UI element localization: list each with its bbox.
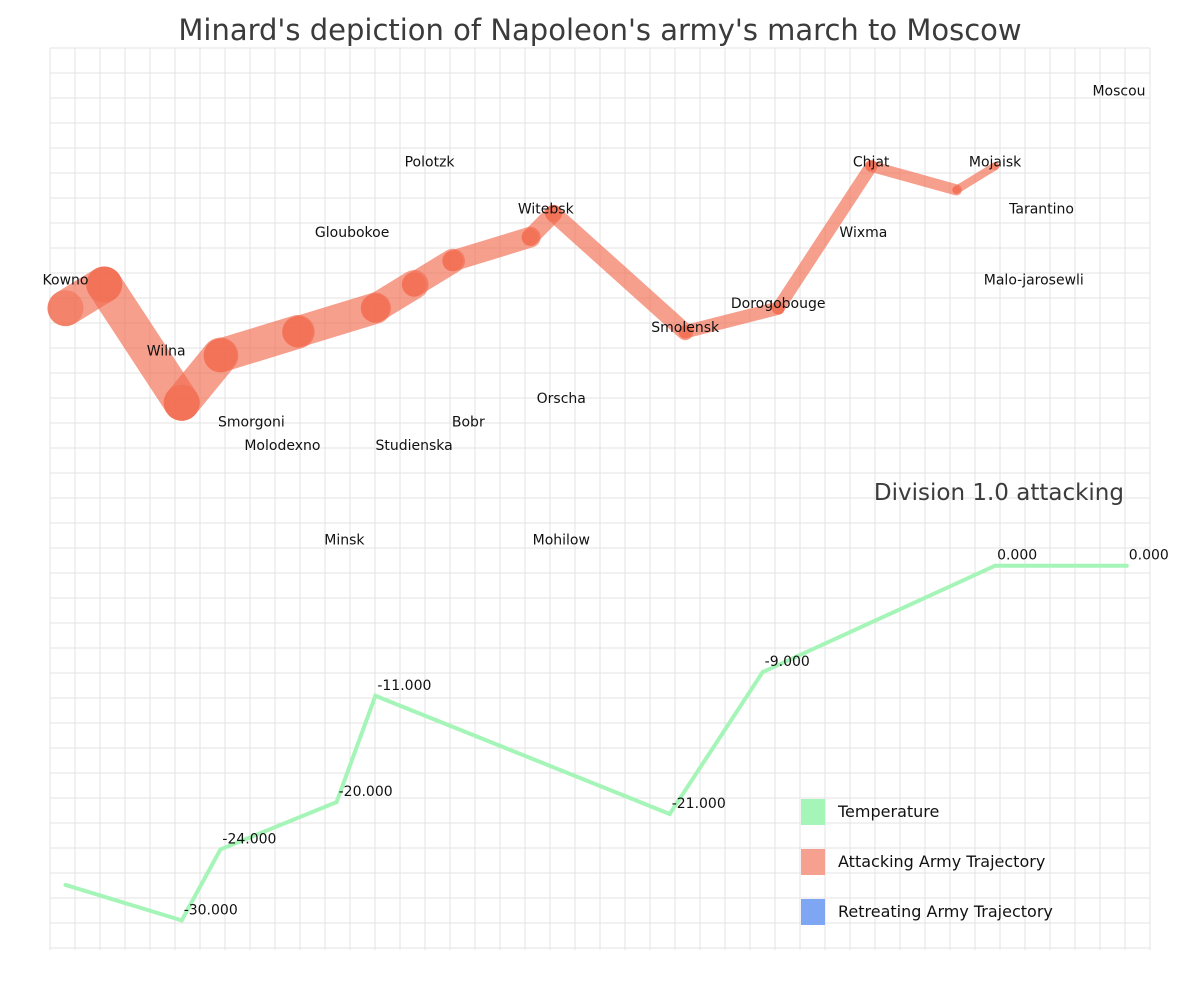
temperature-point	[63, 882, 68, 887]
attacking-path-point	[47, 290, 84, 327]
attacking-path-point	[442, 250, 464, 272]
city-label: Bobr	[452, 414, 485, 430]
city-label: Polotzk	[405, 154, 456, 170]
temperature-point	[373, 693, 378, 698]
attacking-path-point	[771, 301, 785, 315]
temperature-data-label: 0.000	[1129, 548, 1169, 564]
attacking-path-segment	[678, 301, 785, 339]
city-label: Orscha	[537, 391, 586, 407]
temperature-line	[63, 563, 1129, 923]
city-label: Chjat	[853, 154, 890, 170]
legend-swatch-retreating	[801, 899, 825, 925]
temperature-point	[218, 847, 223, 852]
attacking-path-point	[521, 228, 539, 246]
chart-subtitle: Division 1.0 attacking	[874, 480, 1124, 506]
attacking-path-segment	[865, 160, 962, 196]
attacking-path-segment	[952, 162, 1000, 194]
temperature-data-label: -20.000	[339, 784, 393, 800]
city-label: Wilna	[147, 343, 186, 359]
temperature-point	[760, 670, 765, 675]
chart-title: Minard's depiction of Napoleon's army's …	[178, 13, 1021, 47]
city-labels: Kowno Wilna Smorgoni Molodexno Gloubokoe Mins…	[43, 83, 1146, 548]
legend: Temperature Attacking Army Trajectory Re…	[801, 799, 1053, 925]
temperature-point	[1124, 563, 1129, 568]
temperature-data-label: -11.000	[377, 678, 431, 694]
city-label: Minsk	[324, 533, 365, 549]
attacking-path-point	[86, 266, 123, 303]
legend-swatch-attacking	[801, 849, 825, 875]
city-label: Tarantino	[1008, 202, 1074, 218]
attacking-path-segment	[545, 205, 694, 341]
attacking-path-segment	[771, 159, 878, 315]
temperature-labels: -30.000 -24.000 -20.000 -11.000 -21.000 -9.00…	[184, 548, 1169, 919]
legend-label-attacking: Attacking Army Trajectory	[838, 852, 1045, 871]
city-label: Smorgoni	[218, 414, 285, 430]
city-label: Wixma	[839, 225, 887, 241]
legend-label-temperature: Temperature	[837, 802, 939, 821]
city-label: Studienska	[375, 438, 452, 454]
attacking-path-point	[865, 160, 877, 172]
temperature-data-label: -21.000	[672, 796, 726, 812]
legend-label-retreating: Retreating Army Trajectory	[838, 902, 1053, 921]
attacking-army-path	[47, 159, 1000, 421]
temperature-data-label: -9.000	[765, 654, 810, 670]
attacking-path-point	[163, 384, 200, 421]
city-label: Gloubokoe	[315, 225, 389, 241]
temperature-data-label: 0.000	[997, 548, 1037, 564]
city-label: Mohilow	[533, 533, 590, 549]
temperature-point	[179, 918, 184, 923]
attacking-path-segment	[86, 266, 200, 421]
city-label: Malo-jarosewli	[984, 273, 1084, 289]
temperature-point	[667, 811, 672, 816]
attacking-path-point	[991, 162, 1000, 171]
attacking-path-point	[282, 316, 314, 348]
attacking-path-point	[401, 272, 427, 297]
attacking-path-point	[545, 205, 562, 222]
attacking-path-point	[203, 338, 238, 373]
city-label: Mojaisk	[969, 154, 1022, 170]
city-label: Dorogobouge	[731, 296, 826, 312]
temperature-data-label: -24.000	[222, 831, 276, 847]
temperature-point	[993, 563, 998, 568]
attacking-path-point	[360, 293, 390, 323]
city-label: Kowno	[43, 273, 89, 289]
attacking-path-point	[678, 325, 692, 339]
grid-lines	[49, 47, 1151, 950]
city-label: Smolensk	[651, 320, 720, 336]
temperature-point	[334, 800, 339, 805]
attacking-path-segment	[442, 226, 541, 272]
temperature-data-label: -30.000	[184, 902, 238, 918]
legend-swatch-temperature	[801, 799, 825, 825]
attacking-path-point	[952, 185, 961, 194]
city-label: Witebsk	[518, 202, 575, 218]
city-label: Molodexno	[244, 438, 320, 454]
city-label: Moscou	[1092, 83, 1145, 99]
